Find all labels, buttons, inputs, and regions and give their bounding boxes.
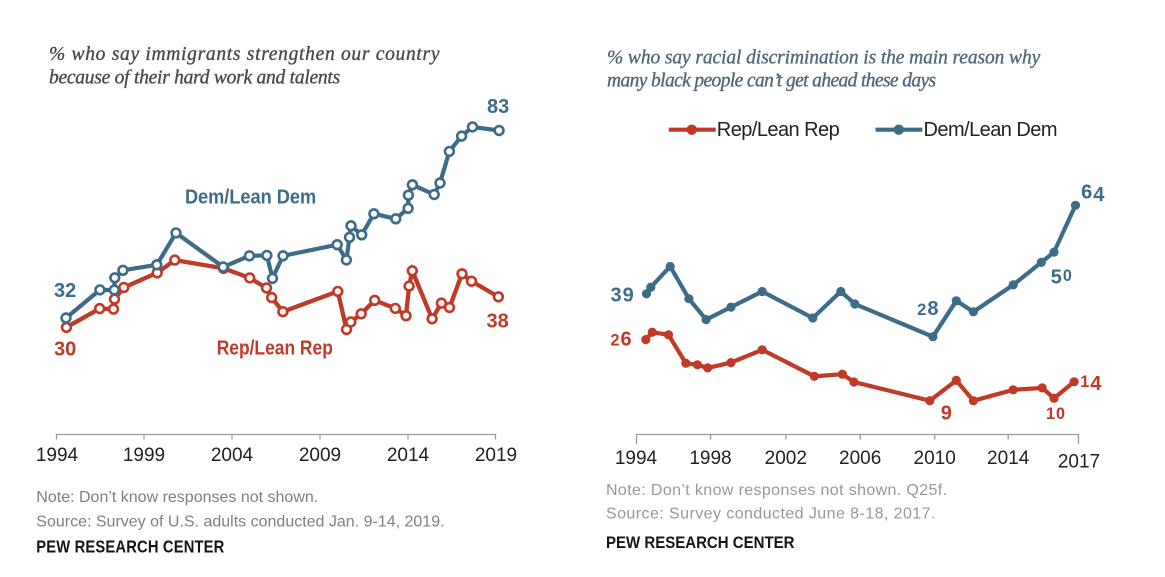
svg-text:32: 32 xyxy=(54,280,76,302)
svg-text:10: 10 xyxy=(1046,405,1066,423)
svg-text:1994: 1994 xyxy=(615,448,658,469)
svg-text:1994: 1994 xyxy=(36,445,79,466)
svg-text:because of their hard work and: because of their hard work and talents xyxy=(49,68,340,89)
svg-text:Note: Don’t know responses not: Note: Don’t know responses not shown. xyxy=(36,489,318,506)
svg-text:2002: 2002 xyxy=(765,448,807,469)
svg-text:38: 38 xyxy=(487,311,509,333)
svg-text:28: 28 xyxy=(917,298,939,320)
svg-text:2017: 2017 xyxy=(1058,452,1100,473)
svg-text:2006: 2006 xyxy=(839,448,881,469)
svg-text:3​9​: 3​9​ xyxy=(611,285,635,307)
svg-text:2019: 2019 xyxy=(475,445,517,466)
svg-text:Note: Don’t know responses not: Note: Don’t know responses not shown. Q2… xyxy=(606,482,947,499)
svg-text:2009: 2009 xyxy=(299,445,341,466)
svg-text:Source: Survey conducted June: Source: Survey conducted June 8-18, 2017… xyxy=(606,505,936,522)
svg-text:Dem/Lean Dem: Dem/Lean Dem xyxy=(185,187,316,209)
svg-text:Source: Survey of U.S. adults: Source: Survey of U.S. adults conducted … xyxy=(36,513,444,530)
svg-text:% who say racial discriminatio: % who say racial discrimination is the m… xyxy=(607,48,1041,69)
svg-text:Dem/Lean Dem: Dem/Lean Dem xyxy=(924,119,1057,141)
svg-text:2010: 2010 xyxy=(914,448,956,469)
svg-text:1998: 1998 xyxy=(689,448,731,469)
svg-text:1999: 1999 xyxy=(123,445,165,466)
svg-text:many black people can’t get ah: many black people can’t get ahead these … xyxy=(607,71,936,92)
svg-text:64​: 64​ xyxy=(1081,181,1105,206)
svg-text:2014: 2014 xyxy=(987,448,1030,469)
svg-text:% who say immigrants strengthe: % who say immigrants strengthen our coun… xyxy=(49,44,440,65)
svg-text:Rep/Lean Rep: Rep/Lean Rep xyxy=(717,119,840,141)
svg-text:Rep/Lean Rep: Rep/Lean Rep xyxy=(217,336,333,358)
svg-text:14​: 14​ xyxy=(1080,373,1102,395)
svg-text:PEW RESEARCH CENTER: PEW RESEARCH CENTER xyxy=(606,533,795,552)
svg-text:30: 30 xyxy=(54,339,76,361)
svg-text:83: 83 xyxy=(487,96,509,118)
svg-text:5​0: 5​0 xyxy=(1051,267,1073,289)
svg-text:2014: 2014 xyxy=(387,445,430,466)
svg-text:26: 26 xyxy=(611,329,633,351)
svg-text:PEW RESEARCH CENTER: PEW RESEARCH CENTER xyxy=(36,537,224,557)
svg-text:2004: 2004 xyxy=(211,445,254,466)
svg-text:9​: 9​ xyxy=(941,402,953,424)
